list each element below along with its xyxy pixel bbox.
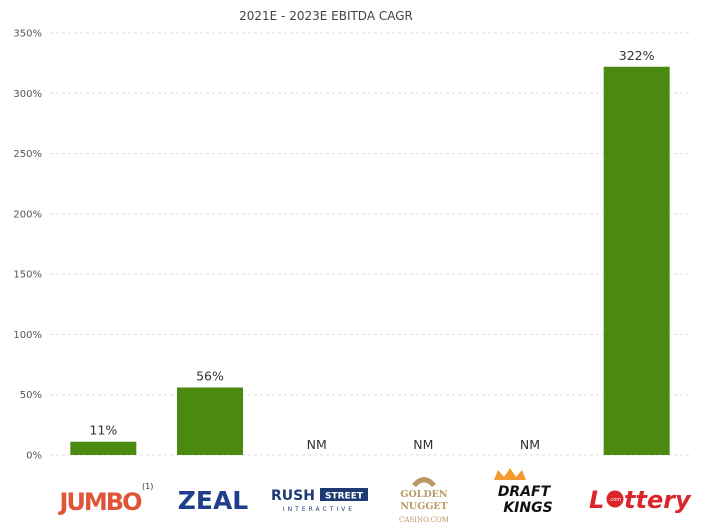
gridlines: [50, 32, 690, 456]
y-tick-label: 0%: [26, 451, 42, 462]
data-label: NM: [520, 437, 540, 452]
golden-logo-line1: GOLDEN: [400, 489, 448, 500]
data-label: 56%: [196, 368, 224, 383]
data-label: 11%: [89, 423, 117, 438]
logo-rush-street: RUSH STREET INTERACTIVE: [271, 488, 368, 513]
rush-logo-top-right: STREET: [325, 492, 364, 502]
lottery-logo-post: ttery: [624, 486, 692, 514]
logo-draftkings: DRAFT KINGS: [494, 468, 553, 516]
y-tick-label: 100%: [13, 330, 42, 341]
golden-logo-line3: CASINO.COM: [399, 516, 449, 524]
bar: [70, 441, 137, 455]
logo-lottery: L .com ttery: [589, 486, 692, 514]
logo-jumbo: JUMBO (1): [58, 482, 154, 516]
bar: [177, 387, 243, 455]
data-labels: 11% 56% NM NM NM 322%: [89, 48, 654, 452]
data-label: NM: [307, 437, 327, 452]
golden-nugget-crest-icon: [412, 477, 436, 487]
draftkings-crown-icon: [494, 468, 526, 480]
data-label: NM: [413, 437, 433, 452]
logo-golden-nugget: GOLDEN NUGGET CASINO.COM: [399, 477, 449, 524]
zeal-logo-text: ZEAL: [178, 486, 249, 515]
draftkings-logo-line1: DRAFT: [498, 484, 552, 500]
logo-zeal: ZEAL: [178, 486, 249, 515]
y-tick-label: 350%: [13, 29, 42, 40]
jumbo-footnote: (1): [142, 482, 153, 491]
bars: [70, 66, 670, 455]
lottery-logo-pre: L: [589, 486, 604, 514]
bar: [603, 66, 670, 455]
y-tick-label: 300%: [13, 89, 42, 100]
rush-logo-bottom: INTERACTIVE: [283, 506, 355, 513]
jumbo-logo-text: JUMBO: [58, 488, 143, 516]
rush-logo-top-left: RUSH: [271, 488, 315, 504]
data-label: 322%: [619, 48, 655, 63]
lottery-logo-dot-text: .com: [609, 497, 621, 503]
golden-logo-line2: NUGGET: [400, 501, 448, 512]
y-tick-label: 50%: [20, 390, 42, 401]
draftkings-logo-line2: KINGS: [503, 500, 552, 516]
y-tick-label: 150%: [13, 270, 42, 281]
y-tick-label: 200%: [13, 209, 42, 220]
chart-title: 2021E - 2023E EBITDA CAGR: [239, 9, 413, 23]
lottery-logo-o-icon: [606, 490, 624, 508]
y-axis-ticks: 0% 50% 100% 150% 200% 250% 300% 350%: [13, 29, 42, 462]
y-tick-label: 250%: [13, 149, 42, 160]
rush-logo-street-box: [320, 488, 368, 501]
